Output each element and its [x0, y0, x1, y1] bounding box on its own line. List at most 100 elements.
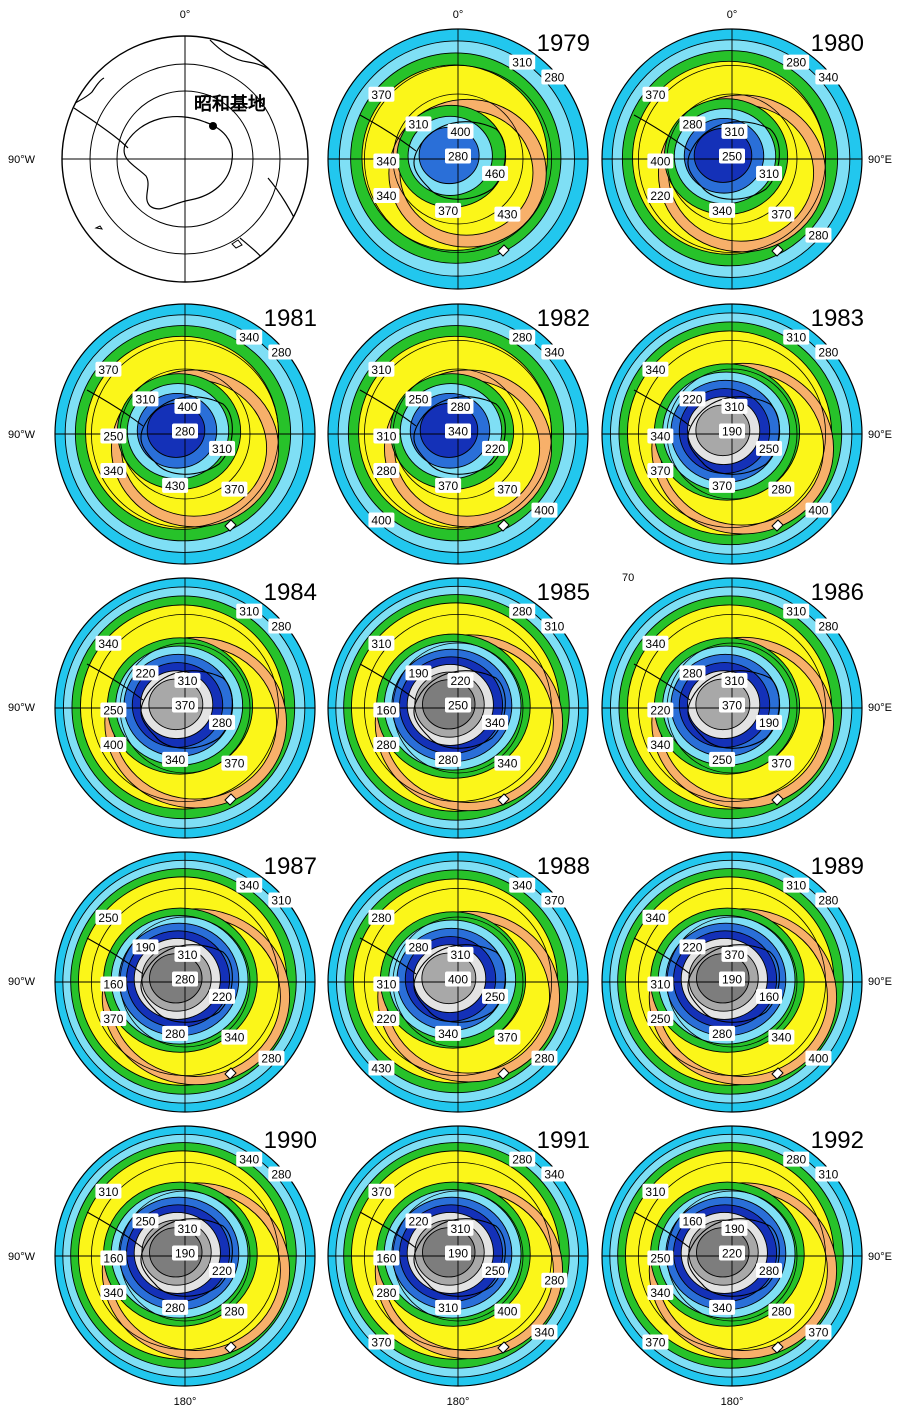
contour-label: 370: [721, 946, 748, 962]
svg-text:370: 370: [103, 1012, 123, 1026]
contour-label: 280: [679, 665, 706, 681]
contour-label: 370: [95, 361, 122, 377]
contour-label: 370: [768, 755, 795, 771]
contour-label: 280: [368, 909, 395, 925]
svg-text:280: 280: [165, 1301, 185, 1315]
contour-label: 340: [509, 877, 536, 893]
contour-label: 280: [373, 737, 400, 753]
contour-label: 250: [100, 702, 127, 718]
svg-text:280: 280: [165, 1027, 185, 1041]
ozone-panel-1987: 1987 340 310 250 310 190 280 160 220 370 280 340 280: [54, 851, 317, 1113]
contour-label: 340: [815, 69, 842, 85]
ozone-panel-1990: 1990 340 280 310 310 250 190 160 220 340 280 280: [54, 1125, 317, 1387]
panel-year-label: 1992: [811, 1127, 864, 1154]
svg-text:250: 250: [722, 150, 742, 164]
antarctica-coastline: [413, 121, 506, 200]
svg-text:280: 280: [371, 911, 391, 925]
panel-year-label: 1982: [537, 305, 590, 332]
contour-label: 310: [435, 1299, 462, 1315]
contour-label: 340: [435, 1025, 462, 1041]
svg-text:160: 160: [376, 1251, 396, 1265]
antarctica-coastline: [413, 670, 506, 749]
contour-label: 220: [679, 391, 706, 407]
contour-label: 430: [162, 477, 189, 493]
contour-label: 370: [100, 1011, 127, 1027]
svg-text:340: 340: [544, 1167, 564, 1181]
svg-text:460: 460: [485, 167, 505, 181]
contour-label: 340: [100, 1285, 127, 1301]
svg-text:250: 250: [485, 990, 505, 1004]
svg-text:340: 340: [645, 363, 665, 377]
contour-label: 280: [162, 1025, 189, 1041]
ozone-panel-1986: 1986 310 280 340 310 280 370 220 190 340 250 370: [601, 577, 864, 839]
svg-text:280: 280: [682, 666, 702, 680]
antarctica-coastline: [687, 396, 780, 475]
svg-text:340: 340: [771, 1031, 791, 1045]
panel-year-label: 1986: [811, 579, 864, 606]
contour-label: 160: [373, 1250, 400, 1266]
svg-text:400: 400: [534, 504, 554, 518]
svg-text:310: 310: [438, 1301, 458, 1315]
antarctica-coastline: [413, 1218, 506, 1297]
contour-label: 340: [642, 909, 669, 925]
contour-label: 340: [768, 1029, 795, 1045]
contour-label: 250: [100, 428, 127, 444]
svg-text:430: 430: [497, 208, 517, 222]
svg-text:310: 310: [376, 429, 396, 443]
label-0deg-col1: 0°: [180, 9, 191, 21]
contour-label: 310: [642, 1183, 669, 1199]
contour-label: 220: [647, 702, 674, 718]
svg-text:280: 280: [271, 345, 291, 359]
contour-label: 340: [531, 1324, 558, 1340]
contour-label: 370: [642, 86, 669, 102]
contour-label: 190: [405, 665, 432, 681]
label-90w-row5: 90°W: [8, 1251, 36, 1263]
contour-label: 190: [721, 1220, 748, 1236]
svg-text:310: 310: [724, 125, 744, 139]
svg-text:220: 220: [212, 990, 232, 1004]
contour-label: 310: [647, 976, 674, 992]
svg-text:220: 220: [650, 703, 670, 717]
svg-text:340: 340: [645, 637, 665, 651]
svg-text:160: 160: [682, 1214, 702, 1228]
contour-label: 400: [174, 398, 201, 414]
svg-text:370: 370: [371, 1185, 391, 1199]
svg-text:280: 280: [376, 738, 396, 752]
contour-label: 220: [482, 440, 509, 456]
contour-label: 160: [373, 702, 400, 718]
svg-text:340: 340: [512, 879, 532, 893]
contour-label: 370: [719, 697, 745, 713]
ozone-panel-1991: 1991 280 340 370 310 220 190 160 250 280 310 400 340…: [327, 1125, 590, 1387]
ozone-panel-1982: 1982 280 340 310 280 250 340 310 220 280 370 370 400…: [327, 303, 590, 565]
svg-text:250: 250: [98, 911, 118, 925]
svg-text:220: 220: [682, 392, 702, 406]
contour-label: 280: [805, 227, 832, 243]
station-dot: [209, 122, 217, 130]
svg-text:310: 310: [724, 400, 744, 414]
svg-text:310: 310: [759, 167, 779, 181]
svg-text:400: 400: [497, 1305, 517, 1319]
svg-text:370: 370: [650, 464, 670, 478]
svg-text:220: 220: [135, 666, 155, 680]
svg-text:400: 400: [450, 125, 470, 139]
svg-text:340: 340: [650, 1286, 670, 1300]
ozone-panel-1983: 1983 310 280 340 310 220 190 340 250 370 370 280 400: [601, 303, 864, 565]
contour-label: 310: [268, 892, 295, 908]
antarctica-coastline: [140, 396, 233, 475]
svg-text:310: 310: [786, 331, 806, 345]
svg-text:310: 310: [98, 1185, 118, 1199]
svg-text:220: 220: [650, 189, 670, 203]
svg-text:370: 370: [771, 208, 791, 222]
contour-label: 310: [373, 976, 400, 992]
contour-label: 460: [482, 165, 509, 181]
contour-label: 400: [531, 502, 558, 518]
svg-text:400: 400: [808, 504, 828, 518]
svg-text:250: 250: [650, 1251, 670, 1265]
svg-text:250: 250: [712, 753, 732, 767]
contour-label: 280: [531, 1050, 558, 1066]
contour-label: 310: [447, 1220, 474, 1236]
contour-label: 310: [815, 1166, 842, 1182]
contour-label: 280: [815, 344, 842, 360]
svg-text:310: 310: [512, 56, 532, 70]
